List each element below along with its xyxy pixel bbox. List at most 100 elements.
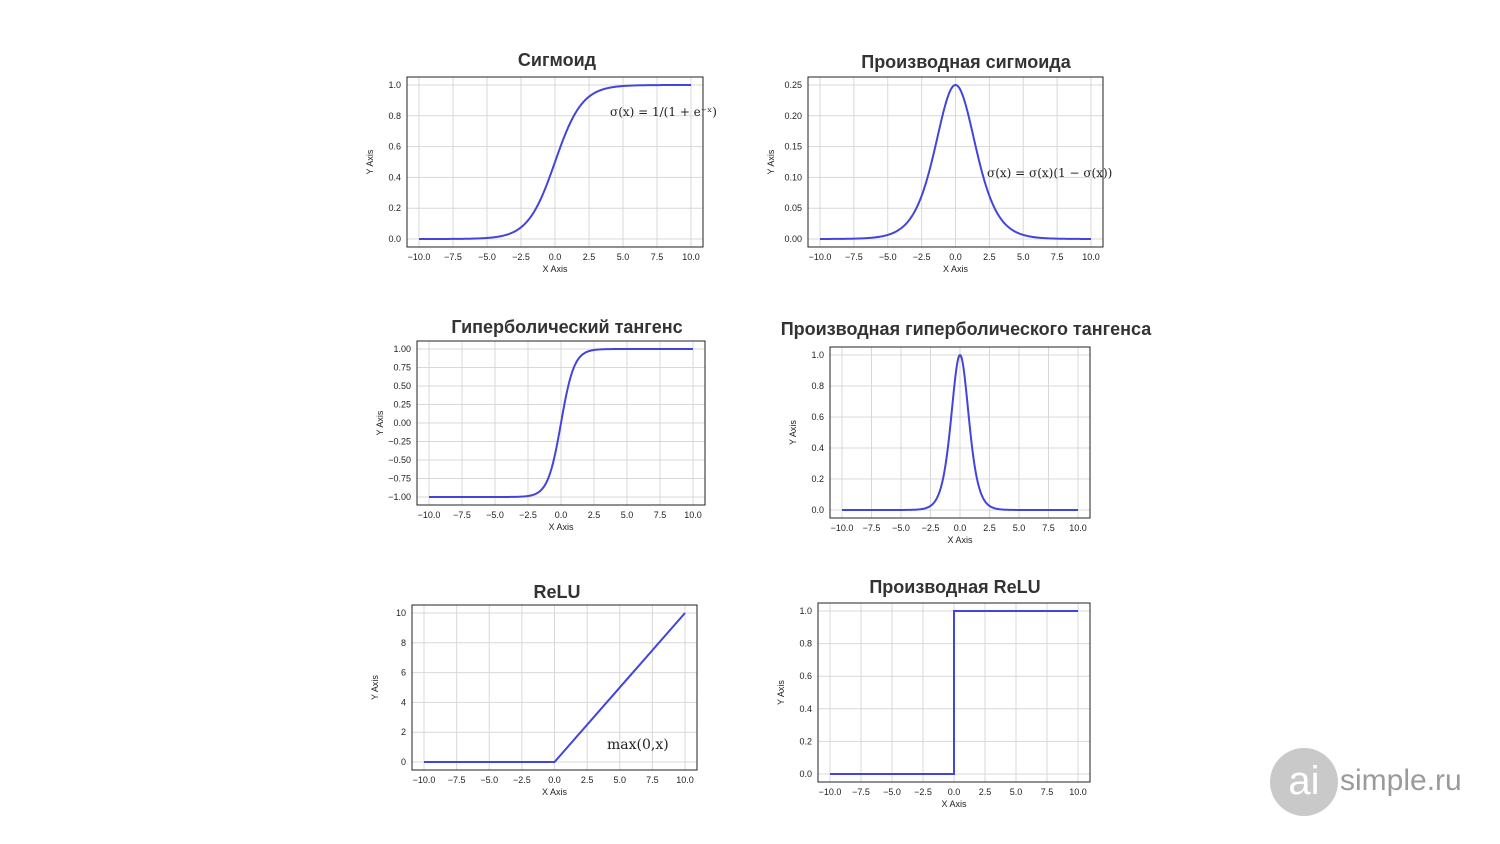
x-tick-label: 10.0 [676,775,694,785]
x-tick-label: −5.0 [478,252,496,262]
x-tick-label: 5.0 [621,510,634,520]
y-tick-label: 0.10 [784,172,802,182]
x-tick-label: 7.5 [654,510,667,520]
series-line [424,612,686,763]
y-axis-label: Y Axis [365,149,375,174]
series-line [419,84,691,240]
aisimple-logo: ai simple.ru [1270,748,1470,818]
y-tick-label: −0.25 [388,437,411,447]
x-tick-label: 2.5 [588,510,601,520]
y-tick-label: 0.50 [393,381,411,391]
y-tick-label: 0.6 [388,142,401,152]
chart-annotation: max(0,x) [607,737,669,753]
x-tick-label: 0.0 [548,775,561,785]
x-tick-label: −5.0 [486,510,504,520]
y-tick-label: 0.0 [388,234,401,244]
x-tick-label: −5.0 [879,252,897,262]
x-tick-label: 5.0 [1013,523,1026,533]
y-tick-label: −0.50 [388,455,411,465]
x-tick-label: 7.5 [1051,252,1064,262]
y-axis-label: Y Axis [370,675,380,700]
x-tick-label: −10.0 [809,252,832,262]
y-tick-label: 2 [401,727,406,737]
x-tick-label: 5.0 [617,252,630,262]
y-tick-label: 0.2 [811,474,824,484]
x-tick-label: −2.5 [519,510,537,520]
series-line [820,83,1091,240]
y-tick-label: 0.25 [784,80,802,90]
y-tick-label: 0.0 [799,769,812,779]
x-tick-label: −7.5 [448,775,466,785]
y-tick-label: 6 [401,668,406,678]
x-tick-label: −7.5 [444,252,462,262]
x-tick-label: 0.0 [555,510,568,520]
x-tick-label: −5.0 [892,523,910,533]
y-tick-label: 1.0 [388,80,401,90]
y-tick-label: 0.8 [388,111,401,121]
x-tick-label: −7.5 [453,510,471,520]
y-tick-label: 0.05 [784,203,802,213]
x-tick-label: −5.0 [883,787,901,797]
series-line [429,348,693,498]
y-tick-label: 1.0 [811,350,824,360]
chart-title-relu: ReLU [533,582,581,602]
x-tick-label: 0.0 [954,523,967,533]
y-tick-label: 0.2 [799,736,812,746]
y-tick-label: 0.20 [784,111,802,121]
x-tick-label: 10.0 [684,510,702,520]
x-axis-label: X Axis [947,535,973,545]
x-tick-label: −7.5 [863,523,881,533]
x-tick-label: 5.0 [1017,252,1030,262]
x-tick-label: −2.5 [922,523,940,533]
x-tick-label: −10.0 [418,510,441,520]
chart-title-sigmoid-derivative: Производная сигмоида [861,52,1071,72]
chart-title-relu-derivative: Производная ReLU [869,577,1041,597]
x-tick-label: 7.5 [651,252,664,262]
x-tick-label: 0.0 [549,252,562,262]
x-tick-label: −2.5 [512,252,530,262]
y-tick-label: 8 [401,638,406,648]
x-tick-label: −7.5 [852,787,870,797]
x-tick-label: 10.0 [1082,252,1100,262]
y-axis-label: Y Axis [776,680,786,705]
y-tick-label: 1.0 [799,606,812,616]
x-tick-label: −10.0 [819,787,842,797]
x-tick-label: 10.0 [682,252,700,262]
logo-text: simple.ru [1340,764,1462,797]
y-tick-label: 0.4 [799,704,812,714]
x-tick-label: 2.5 [583,252,596,262]
plot-frame [416,340,706,506]
plot-frame [829,346,1091,519]
plot-frame [406,76,704,248]
series-line [830,610,1078,775]
x-tick-label: 10.0 [1069,523,1087,533]
x-tick-label: 2.5 [979,787,992,797]
x-tick-label: −7.5 [845,252,863,262]
x-axis-label: X Axis [542,264,568,274]
x-tick-label: 10.0 [1069,787,1087,797]
x-tick-label: 7.5 [1042,523,1055,533]
y-tick-label: 0.00 [393,418,411,428]
x-tick-label: 2.5 [581,775,594,785]
y-tick-label: −1.00 [388,492,411,502]
x-tick-label: −10.0 [831,523,854,533]
x-tick-label: 7.5 [646,775,659,785]
y-tick-label: 0.2 [388,203,401,213]
plot-frame [817,602,1091,783]
y-axis-label: Y Axis [788,420,798,445]
chart-title-tanh-derivative: Производная гиперболического тангенса [780,319,1152,339]
plot-frame [411,604,698,771]
x-tick-label: 5.0 [613,775,626,785]
y-tick-label: 0.4 [811,443,824,453]
chart-annotation: σ(x) = σ(x)(1 − σ(x)) [987,166,1112,180]
x-tick-label: −2.5 [513,775,531,785]
x-tick-label: −2.5 [913,252,931,262]
chart-title-tanh: Гиперболический тангенс [451,317,683,337]
plot-frame [807,76,1104,248]
x-tick-label: 0.0 [948,787,961,797]
y-tick-label: 0.0 [811,505,824,515]
y-tick-label: 0 [401,757,406,767]
x-tick-label: −2.5 [914,787,932,797]
x-tick-label: 0.0 [949,252,962,262]
